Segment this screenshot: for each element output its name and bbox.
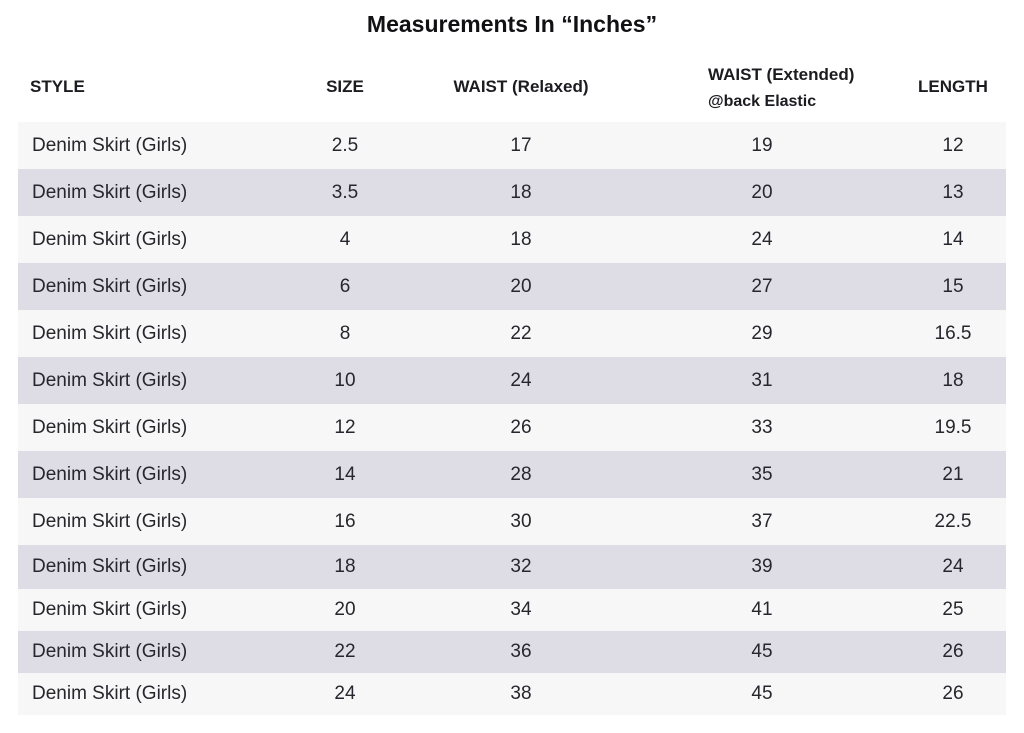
cell-waist-extended: 20 — [751, 181, 773, 203]
cell-size: 12 — [334, 416, 356, 438]
cell-size: 8 — [339, 322, 351, 344]
table-row: Denim Skirt (Girls) 20 34 41 25 — [18, 589, 1006, 631]
cell-size: 6 — [339, 275, 351, 297]
cell-length: 16.5 — [934, 322, 972, 344]
cell-size: 18 — [334, 556, 356, 577]
cell-size: 3.5 — [331, 181, 359, 203]
cell-waist-extended: 45 — [751, 683, 773, 704]
table-row: Denim Skirt (Girls) 18 32 39 24 — [18, 545, 1006, 589]
cell-waist-extended: 24 — [751, 228, 773, 250]
cell-style: Denim Skirt (Girls) — [32, 683, 188, 704]
table-header: STYLE SIZE WAIST (Relaxed) WAIST (Extend… — [18, 52, 1006, 122]
header-waist-extended-note: @back Elastic — [708, 93, 817, 110]
cell-style: Denim Skirt (Girls) — [32, 510, 188, 532]
cell-length: 18 — [942, 369, 964, 391]
table-body: Denim Skirt (Girls) 2.5 17 19 12 Denim S… — [18, 122, 1006, 715]
cell-waist-extended: 33 — [751, 416, 773, 438]
cell-style: Denim Skirt (Girls) — [32, 599, 188, 620]
cell-size: 10 — [334, 369, 356, 391]
cell-waist-relaxed: 22 — [510, 322, 532, 344]
table-row: Denim Skirt (Girls) 14 28 35 21 — [18, 451, 1006, 498]
table-row: Denim Skirt (Girls) 6 20 27 15 — [18, 263, 1006, 310]
header-length: LENGTH — [918, 77, 988, 96]
cell-length: 22.5 — [934, 510, 972, 532]
table-row: Denim Skirt (Girls) 10 24 31 18 — [18, 357, 1006, 404]
header-waist-extended-label: WAIST (Extended) — [708, 65, 855, 84]
cell-size: 22 — [334, 641, 356, 662]
cell-length: 21 — [942, 463, 964, 485]
cell-length: 24 — [942, 556, 964, 577]
cell-size: 20 — [334, 599, 356, 620]
cell-waist-extended: 29 — [751, 322, 773, 344]
cell-waist-extended: 37 — [751, 510, 773, 532]
cell-style: Denim Skirt (Girls) — [32, 463, 188, 485]
cell-waist-extended: 27 — [751, 275, 773, 297]
table-row: Denim Skirt (Girls) 4 18 24 14 — [18, 216, 1006, 263]
cell-waist-relaxed: 17 — [510, 134, 532, 156]
cell-size: 14 — [334, 463, 356, 485]
header-row: STYLE SIZE WAIST (Relaxed) WAIST (Extend… — [18, 52, 1006, 122]
header-waist-relaxed: WAIST (Relaxed) — [453, 77, 589, 96]
cell-style: Denim Skirt (Girls) — [32, 641, 188, 662]
cell-size: 24 — [334, 683, 356, 704]
cell-length: 15 — [942, 275, 964, 297]
cell-size: 2.5 — [331, 134, 359, 156]
table-row: Denim Skirt (Girls) 22 36 45 26 — [18, 631, 1006, 673]
table-row: Denim Skirt (Girls) 2.5 17 19 12 — [18, 122, 1006, 169]
cell-waist-relaxed: 36 — [510, 641, 532, 662]
cell-style: Denim Skirt (Girls) — [32, 134, 188, 156]
table-row: Denim Skirt (Girls) 12 26 33 19.5 — [18, 404, 1006, 451]
cell-waist-relaxed: 18 — [510, 181, 532, 203]
cell-waist-relaxed: 18 — [510, 228, 532, 250]
cell-length: 13 — [942, 181, 964, 203]
cell-waist-extended: 41 — [751, 599, 773, 620]
cell-style: Denim Skirt (Girls) — [32, 181, 188, 203]
cell-length: 26 — [942, 683, 964, 704]
measurements-table: STYLE SIZE WAIST (Relaxed) WAIST (Extend… — [18, 52, 1006, 715]
cell-length: 26 — [942, 641, 964, 662]
table-row: Denim Skirt (Girls) 24 38 45 26 — [18, 673, 1006, 715]
cell-size: 4 — [339, 228, 351, 250]
cell-waist-relaxed: 30 — [510, 510, 532, 532]
table-row: Denim Skirt (Girls) 16 30 37 22.5 — [18, 498, 1006, 545]
header-size: SIZE — [326, 77, 364, 96]
cell-waist-relaxed: 26 — [510, 416, 532, 438]
cell-waist-relaxed: 34 — [510, 599, 532, 620]
cell-waist-extended: 45 — [751, 641, 773, 662]
cell-length: 14 — [942, 228, 964, 250]
table-row: Denim Skirt (Girls) 8 22 29 16.5 — [18, 310, 1006, 357]
cell-size: 16 — [334, 510, 356, 532]
cell-waist-relaxed: 24 — [510, 369, 532, 391]
cell-style: Denim Skirt (Girls) — [32, 369, 188, 391]
table-row: Denim Skirt (Girls) 3.5 18 20 13 — [18, 169, 1006, 216]
cell-waist-relaxed: 20 — [510, 275, 532, 297]
cell-waist-relaxed: 38 — [510, 683, 532, 704]
cell-waist-extended: 31 — [751, 369, 773, 391]
cell-style: Denim Skirt (Girls) — [32, 275, 188, 297]
cell-length: 12 — [942, 134, 964, 156]
cell-waist-relaxed: 32 — [510, 556, 532, 577]
page-title: Measurements In “Inches” — [366, 11, 658, 37]
cell-waist-extended: 39 — [751, 556, 773, 577]
header-waist-extended: WAIST (Extended) @back Elastic — [624, 52, 900, 122]
cell-style: Denim Skirt (Girls) — [32, 556, 188, 577]
cell-style: Denim Skirt (Girls) — [32, 416, 188, 438]
cell-length: 19.5 — [934, 416, 972, 438]
cell-length: 25 — [942, 599, 964, 620]
cell-waist-relaxed: 28 — [510, 463, 532, 485]
cell-style: Denim Skirt (Girls) — [32, 322, 188, 344]
cell-waist-extended: 19 — [751, 134, 773, 156]
cell-style: Denim Skirt (Girls) — [32, 228, 188, 250]
cell-waist-extended: 35 — [751, 463, 773, 485]
header-style: STYLE — [30, 77, 85, 96]
